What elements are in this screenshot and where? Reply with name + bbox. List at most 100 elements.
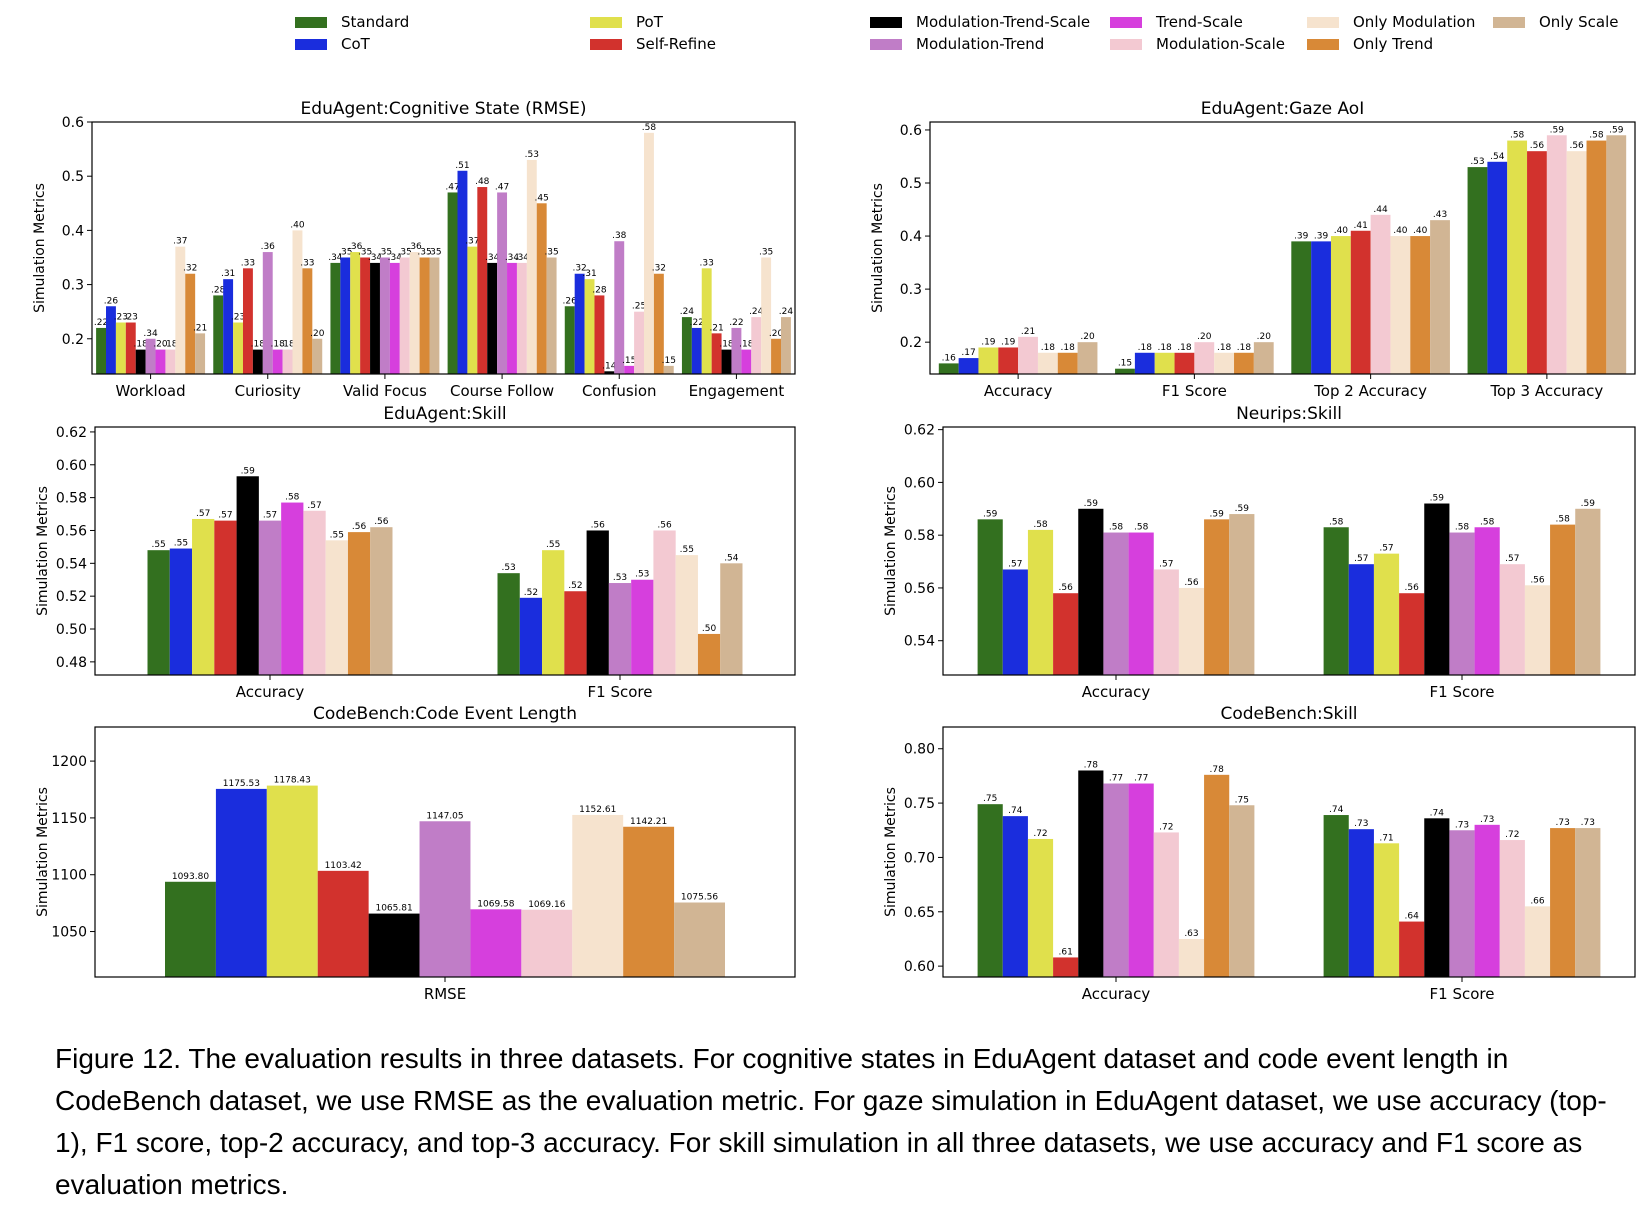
bar [1430,220,1450,374]
bar-value-label: .75 [1235,795,1249,805]
legend-label: Only Trend [1353,35,1434,53]
bar-value-label: .35 [427,247,441,257]
bar [1399,921,1425,977]
bar [1128,532,1154,675]
y-tick-label: 1150 [51,811,87,827]
bar [340,257,351,374]
bar [1134,352,1155,374]
bar-value-label: .55 [546,540,560,550]
bar-value-label: .58 [1555,515,1570,525]
bar-value-label: .18 [280,340,295,350]
bar-value-label: 1103.42 [325,861,362,871]
x-tick-label: Course Follow [450,382,554,400]
bar [368,913,420,977]
bar [1586,140,1607,374]
bar-value-label: .43 [1433,210,1447,220]
bar [447,192,458,374]
x-tick-label: F1 Score [1162,382,1227,400]
bar [978,347,999,374]
bar [360,257,371,374]
bar-value-label: .32 [652,264,666,274]
legend-item: Trend-Scale [1110,12,1243,32]
bar [115,322,126,374]
bar-value-label: .18 [1177,343,1192,353]
bar [938,363,959,374]
bar-value-label: 1175.53 [223,779,260,789]
bar [1214,352,1235,374]
bar [1078,508,1104,675]
bar-value-label: .55 [174,539,188,549]
bar [1524,906,1551,977]
bar [1229,514,1255,675]
bar-value-label: .31 [582,269,596,279]
bar-value-label: .44 [1373,205,1388,215]
bar [223,279,234,374]
bar [691,327,702,374]
bar [1474,824,1500,977]
x-tick-label: Curiosity [235,382,301,400]
x-tick-label: Top 3 Accuracy [1489,382,1603,400]
bar [497,192,508,374]
bar-value-label: .72 [1505,830,1519,840]
bar-value-label: .57 [1379,544,1393,554]
x-tick-label: Confusion [582,382,657,400]
x-tick-label: F1 Score [1430,683,1495,701]
bar-value-label: .53 [613,573,627,583]
legend: Standard CoT PoT Self-Refine Modulation-Tren… [295,12,1618,62]
y-axis-label: Simulation Metrics [870,183,886,313]
bar-value-label: .18 [739,340,754,350]
bar-value-label: .40 [1393,226,1408,236]
bar-value-label: .53 [635,570,649,580]
bar-value-label: .52 [568,581,582,591]
bar-value-label: .14 [602,361,617,371]
bar-value-label: .33 [700,258,714,268]
y-tick-label: 0.56 [904,581,935,597]
plot-frame [91,121,796,375]
bar [1018,336,1038,374]
x-tick-label: RMSE [424,985,466,1003]
bar [347,532,371,675]
bar [519,597,543,675]
y-axis-label: Simulation Metrics [35,486,51,616]
bar-value-label: .20 [769,329,784,339]
bar-value-label: .18 [134,340,149,350]
bar [419,257,430,374]
legend-item: Modulation-Scale [1110,34,1285,54]
legend-item: Modulation-Trend [870,34,1044,54]
bar [574,273,585,374]
bar-value-label: .35 [759,247,773,257]
bar [1253,342,1274,374]
legend-swatch [870,16,902,28]
bar-value-label: .73 [1480,815,1494,825]
bar [1373,553,1400,675]
bar [96,327,107,374]
bar-value-label: .40 [1413,226,1428,236]
bar [1399,593,1425,675]
bar [169,548,193,675]
bar [165,349,176,374]
bar [487,262,498,374]
bar-value-label: .56 [374,517,389,527]
bar [1575,508,1601,675]
bar [1330,236,1351,374]
y-axis-label: Simulation Metrics [883,486,899,616]
chart-title: EduAgent:Gaze AoI [1201,99,1364,119]
bar [1128,783,1154,977]
y-tick-label: 0.65 [904,905,935,921]
bar [1103,532,1129,675]
bar-value-label: .56 [1405,583,1420,593]
bar-value-label: 1065.81 [375,904,412,914]
bar [1449,532,1475,675]
bar-value-label: .53 [501,563,515,573]
bar [272,349,283,374]
bar-value-label: .59 [983,509,998,519]
bar [761,257,772,374]
bar-value-label: .22 [94,318,108,328]
bar [1194,342,1215,374]
legend-label: PoT [636,13,663,31]
bar-value-label: .18 [1157,343,1172,353]
plot-frame [94,426,796,676]
y-tick-label: 0.75 [904,796,935,812]
bar-value-label: .24 [680,307,695,317]
